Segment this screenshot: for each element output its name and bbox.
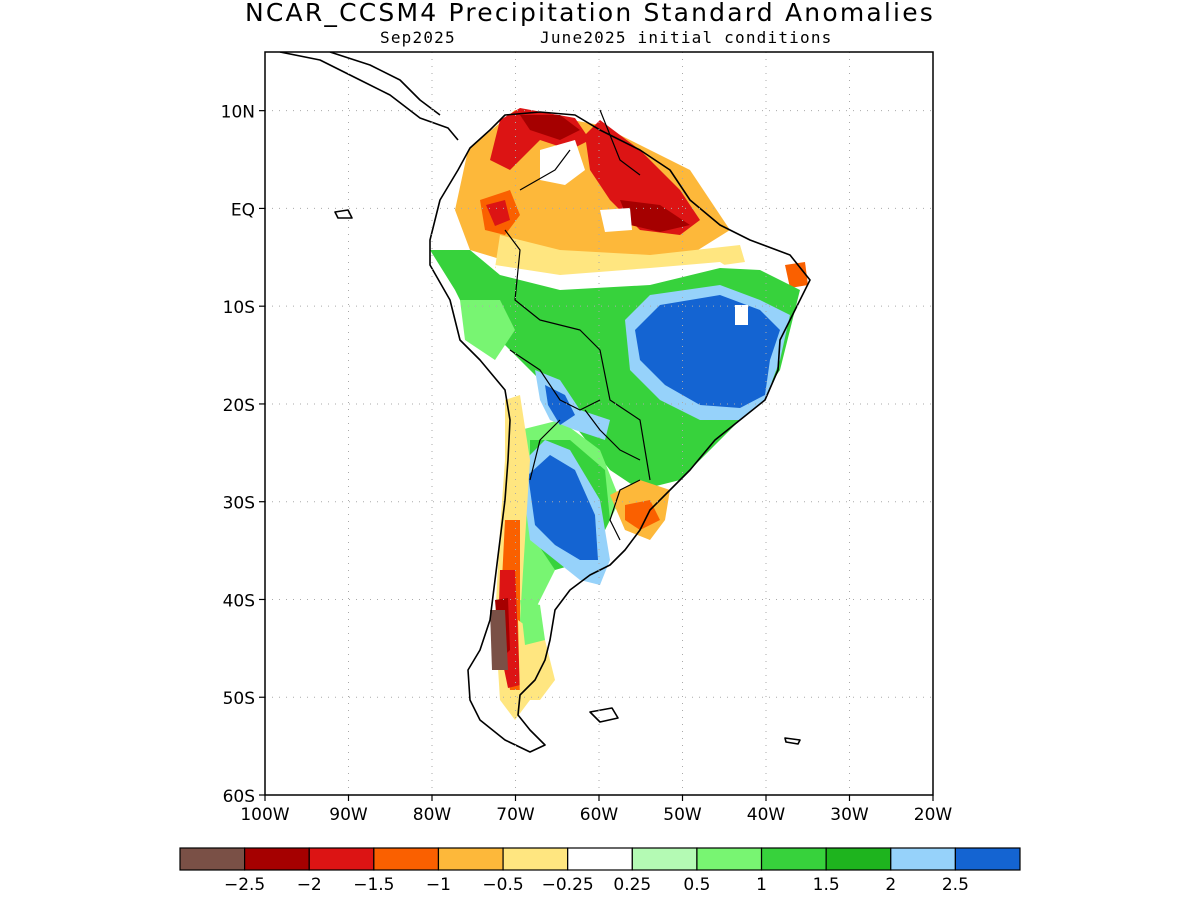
legend-label: −2.5 bbox=[224, 875, 265, 895]
lat-label: 50S bbox=[223, 689, 255, 709]
lon-label: 80W bbox=[413, 805, 452, 825]
legend-swatch bbox=[437, 847, 504, 871]
color-legend-labels: −2.5 −2 −1.5 −1 −0.5 −0.25 0.25 0.5 1 1.5 2 2.5 bbox=[224, 875, 969, 895]
anomaly-wet-blue-bolivia bbox=[545, 385, 575, 425]
legend-label: 2 bbox=[885, 875, 896, 895]
anomaly-fields bbox=[430, 108, 808, 720]
anomaly-patagonia-green bbox=[520, 600, 545, 645]
anomaly-white-patch-1 bbox=[540, 140, 585, 185]
national-borders bbox=[504, 109, 651, 541]
legend-label: −1.5 bbox=[353, 875, 394, 895]
legend-swatch bbox=[696, 847, 763, 871]
anomaly-very-wet-argentina bbox=[528, 455, 598, 560]
lon-label: 30W bbox=[830, 805, 869, 825]
lon-label: 70W bbox=[496, 805, 535, 825]
anomaly-wet-light-west bbox=[460, 300, 515, 360]
south-america-coastline bbox=[429, 111, 811, 753]
lat-label: 20S bbox=[223, 396, 255, 416]
lon-label: 20W bbox=[914, 805, 953, 825]
legend-label: 1.5 bbox=[813, 875, 840, 895]
legend-label: −0.5 bbox=[482, 875, 523, 895]
lat-label: 40S bbox=[223, 591, 255, 611]
south-georgia bbox=[784, 737, 801, 745]
lat-label: 60S bbox=[223, 787, 255, 807]
coastlines bbox=[279, 52, 811, 753]
longitude-labels: 100W 90W 80W 70W 60W 50W 40W 30W 20W bbox=[240, 795, 952, 825]
lat-label: EQ bbox=[231, 200, 255, 220]
legend-swatch bbox=[890, 847, 956, 871]
lat-label: 10N bbox=[221, 103, 255, 123]
color-legend bbox=[179, 847, 1021, 871]
anomaly-very-wet-bolivia bbox=[535, 370, 610, 440]
legend-swatch bbox=[567, 847, 633, 871]
falkland-islands bbox=[589, 707, 619, 723]
lon-label: 50W bbox=[663, 805, 702, 825]
legend-swatch bbox=[502, 847, 569, 871]
legend-label: −2 bbox=[297, 875, 322, 895]
legend-label: 2.5 bbox=[942, 875, 969, 895]
legend-swatch bbox=[373, 847, 440, 871]
legend-label: 0.25 bbox=[613, 875, 651, 895]
lon-label: 100W bbox=[240, 805, 289, 825]
legend-swatch bbox=[954, 847, 1021, 871]
graticule-grid bbox=[265, 52, 933, 795]
initial-conditions: June2025 initial conditions bbox=[540, 28, 833, 47]
lon-label: 40W bbox=[747, 805, 786, 825]
lon-label: 60W bbox=[580, 805, 619, 825]
lon-label: 90W bbox=[329, 805, 368, 825]
anomaly-white-patch-2 bbox=[600, 208, 632, 232]
legend-swatch bbox=[244, 847, 310, 871]
galapagos bbox=[334, 209, 353, 219]
anomaly-dry-south-brazil-core bbox=[625, 500, 660, 530]
anomaly-dark-dry-1 bbox=[520, 115, 580, 140]
anomaly-very-dry-guianas bbox=[585, 120, 700, 235]
legend-swatch bbox=[825, 847, 892, 871]
legend-swatch bbox=[631, 847, 698, 871]
anomaly-dark-dry-2 bbox=[620, 200, 690, 232]
lat-label: 10S bbox=[223, 298, 255, 318]
anomaly-dry-ne-coast bbox=[785, 262, 808, 288]
forecast-month: Sep2025 bbox=[380, 28, 456, 47]
anomaly-dry-colombia-red bbox=[486, 200, 510, 226]
lat-label: 30S bbox=[223, 494, 255, 514]
map-plot-area bbox=[265, 52, 933, 795]
legend-label: −1 bbox=[426, 875, 451, 895]
legend-label: 1 bbox=[756, 875, 767, 895]
map-title: NCAR_CCSM4 Precipitation Standard Anomal… bbox=[244, 0, 936, 27]
anomaly-chile-extreme bbox=[490, 610, 508, 670]
legend-swatch bbox=[760, 847, 827, 871]
legend-label: −0.25 bbox=[542, 875, 594, 895]
central-america-coastline bbox=[279, 52, 459, 141]
latitude-labels: 10N EQ 10S 20S 30S 40S 50S 60S bbox=[221, 103, 265, 807]
legend-label: 0.5 bbox=[683, 875, 710, 895]
legend-swatch bbox=[179, 847, 246, 871]
legend-swatch bbox=[308, 847, 375, 871]
anomaly-white-patch-3 bbox=[735, 305, 748, 325]
central-america-north-coast bbox=[329, 52, 441, 116]
